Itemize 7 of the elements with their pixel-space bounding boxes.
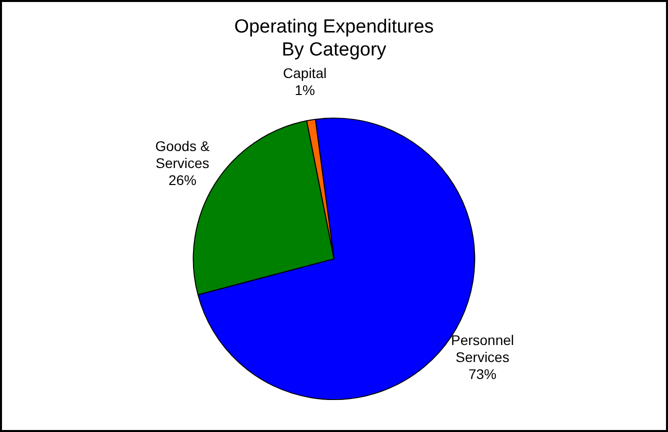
slice-label: Goods & Services	[155, 138, 210, 171]
data-label: 26%	[168, 172, 196, 188]
data-label: 1%	[294, 82, 315, 98]
chart-title: Operating Expenditures By Category	[234, 16, 434, 60]
slice-label: Personnel Services	[450, 332, 514, 366]
slice-label: Capital	[283, 64, 327, 81]
data-label: 73%	[468, 366, 497, 382]
